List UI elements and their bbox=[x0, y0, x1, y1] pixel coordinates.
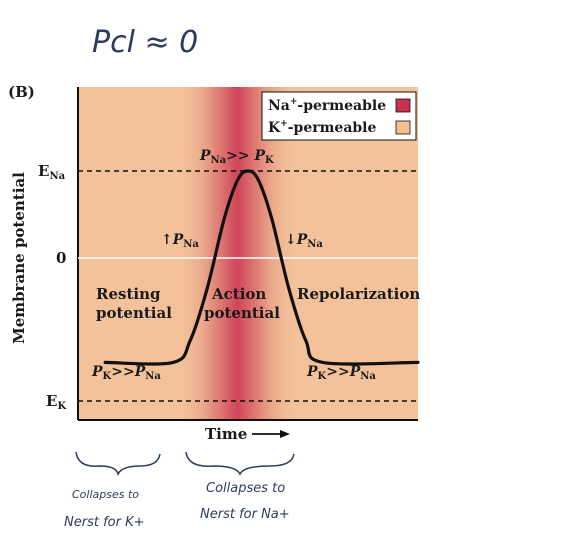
handwritten-note-left-1: Collapses to bbox=[72, 488, 139, 501]
handwritten-note-left-2: Nerst for K+ bbox=[64, 515, 145, 530]
action-potential-curve bbox=[103, 169, 420, 366]
repolarization-label: Repolarization bbox=[297, 285, 420, 303]
handwritten-brace-right bbox=[185, 451, 295, 476]
resting-label-2: potential bbox=[96, 304, 172, 322]
x-axis-label: Time bbox=[205, 425, 247, 443]
resting-label-1: Resting bbox=[96, 285, 161, 303]
legend-box bbox=[261, 91, 417, 141]
right-low-annotation: PK>>PNa bbox=[306, 364, 376, 382]
y-tick-zero: 0 bbox=[56, 249, 66, 267]
peak-annotation: PNa>> PK bbox=[199, 148, 274, 166]
y-tick-e-na: ENa bbox=[38, 162, 66, 182]
legend-swatch-k bbox=[395, 120, 411, 135]
legend-swatch-na bbox=[395, 98, 411, 113]
legend-label-na: Na+-permeable bbox=[268, 97, 386, 114]
handwritten-annotation-top: Pcl ≈ 0 bbox=[92, 25, 198, 60]
panel-label: (B) bbox=[8, 83, 35, 101]
time-arrow-head bbox=[280, 430, 290, 438]
handwritten-note-right-1: Collapses to bbox=[206, 481, 285, 496]
y-axis-label: Membrane potential bbox=[10, 172, 28, 344]
legend-label-k: K+-permeable bbox=[268, 119, 377, 136]
action-label-2: potential bbox=[204, 304, 280, 322]
handwritten-brace-left bbox=[75, 451, 161, 477]
action-label-1: Action bbox=[211, 285, 266, 303]
left-low-annotation: PK>>PNa bbox=[91, 364, 161, 382]
handwritten-note-right-2: Nerst for Na+ bbox=[200, 507, 290, 522]
y-tick-e-k: EK bbox=[46, 392, 66, 412]
